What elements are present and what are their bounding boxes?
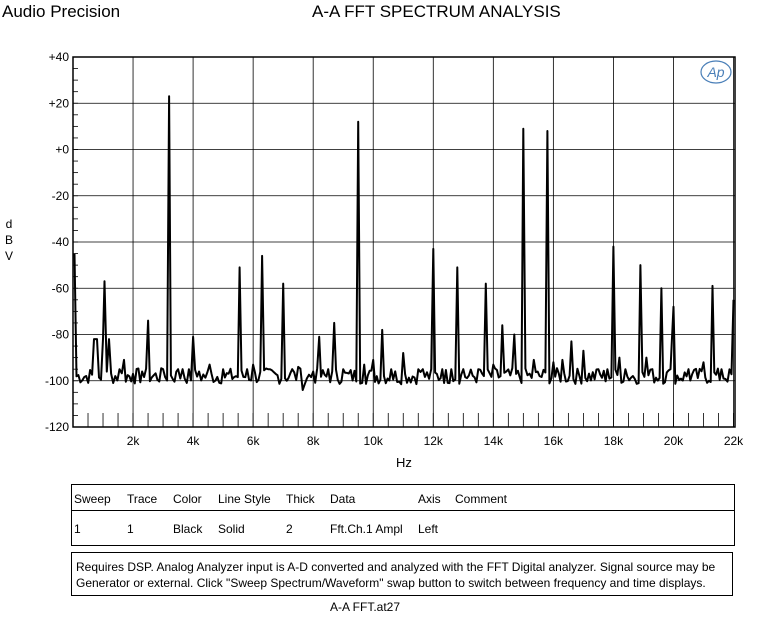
x-tick-label: 22k — [724, 434, 744, 448]
legend-header-line-style: Line Style — [218, 492, 271, 506]
legend-cell-data: Fft.Ch.1 Ampl — [330, 522, 403, 536]
legend-cell-thick: 2 — [286, 522, 293, 536]
series-trace — [73, 95, 735, 391]
x-axis-label: Hz — [396, 455, 412, 470]
x-tick-label: 12k — [424, 434, 444, 448]
legend-header-thick: Thick — [286, 492, 315, 506]
x-axis-ticks: 2k 4k 6k 8k 10k 12k 14k 16k 18k 20k 22k — [127, 434, 744, 448]
chart-title: A-A FFT SPECTRUM ANALYSIS — [312, 2, 561, 21]
legend-header-color: Color — [173, 492, 202, 506]
x-tick-label: 14k — [484, 434, 504, 448]
minor-ticks — [73, 56, 734, 428]
spectrum-chart: +40 +20 +0 -20 -40 -60 -80 -100 -120 2k 4k 6k 8k 10k… — [45, 50, 744, 448]
y-tick-label: -60 — [52, 281, 70, 295]
x-tick-label: 4k — [187, 434, 201, 448]
y-tick-label: -40 — [52, 235, 70, 249]
legend-divider — [72, 510, 734, 511]
x-tick-label: 18k — [604, 434, 624, 448]
legend-cell-axis: Left — [418, 522, 439, 536]
y-tick-label: -120 — [45, 420, 69, 434]
x-tick-label: 10k — [364, 434, 384, 448]
y-tick-label: -80 — [52, 328, 70, 342]
grid-layer — [73, 57, 735, 427]
y-tick-label: +20 — [49, 96, 70, 110]
y-axis-ticks: +40 +20 +0 -20 -40 -60 -80 -100 -120 — [45, 50, 69, 434]
legend-table: Sweep Trace Color Line Style Thick Data … — [71, 484, 735, 546]
y-axis-label-char: V — [4, 249, 13, 263]
y-tick-label: -20 — [52, 189, 70, 203]
file-name: A-A FFT.at27 — [330, 600, 401, 614]
legend-cell-trace: 1 — [127, 522, 134, 536]
y-tick-label: +0 — [55, 143, 69, 157]
x-tick-label: 16k — [544, 434, 564, 448]
legend-cell-line-style: Solid — [218, 522, 245, 536]
x-tick-label: 6k — [247, 434, 261, 448]
logo-ring — [700, 60, 732, 84]
y-axis-label-char: d — [5, 217, 13, 231]
logo-text: Ap — [706, 64, 724, 80]
legend-header-axis: Axis — [418, 492, 441, 506]
brand-title: Audio Precision — [2, 2, 121, 21]
y-axis-label-char: B — [4, 233, 13, 247]
legend-cell-color: Black — [173, 522, 203, 536]
ap-logo-icon: Ap — [700, 60, 732, 84]
legend-cell-sweep: 1 — [74, 522, 81, 536]
y-tick-label: -100 — [45, 374, 69, 388]
legend-header-sweep: Sweep — [74, 492, 111, 506]
x-tick-label: 8k — [307, 434, 321, 448]
legend-header-comment: Comment — [455, 492, 508, 506]
legend-header-trace: Trace — [127, 492, 158, 506]
plot-frame — [72, 56, 736, 428]
y-tick-label: +40 — [49, 50, 70, 64]
x-tick-label: 20k — [664, 434, 684, 448]
notes-box: Requires DSP. Analog Analyzer input is A… — [71, 552, 733, 596]
x-tick-label: 2k — [127, 434, 141, 448]
legend-header-data: Data — [330, 492, 356, 506]
